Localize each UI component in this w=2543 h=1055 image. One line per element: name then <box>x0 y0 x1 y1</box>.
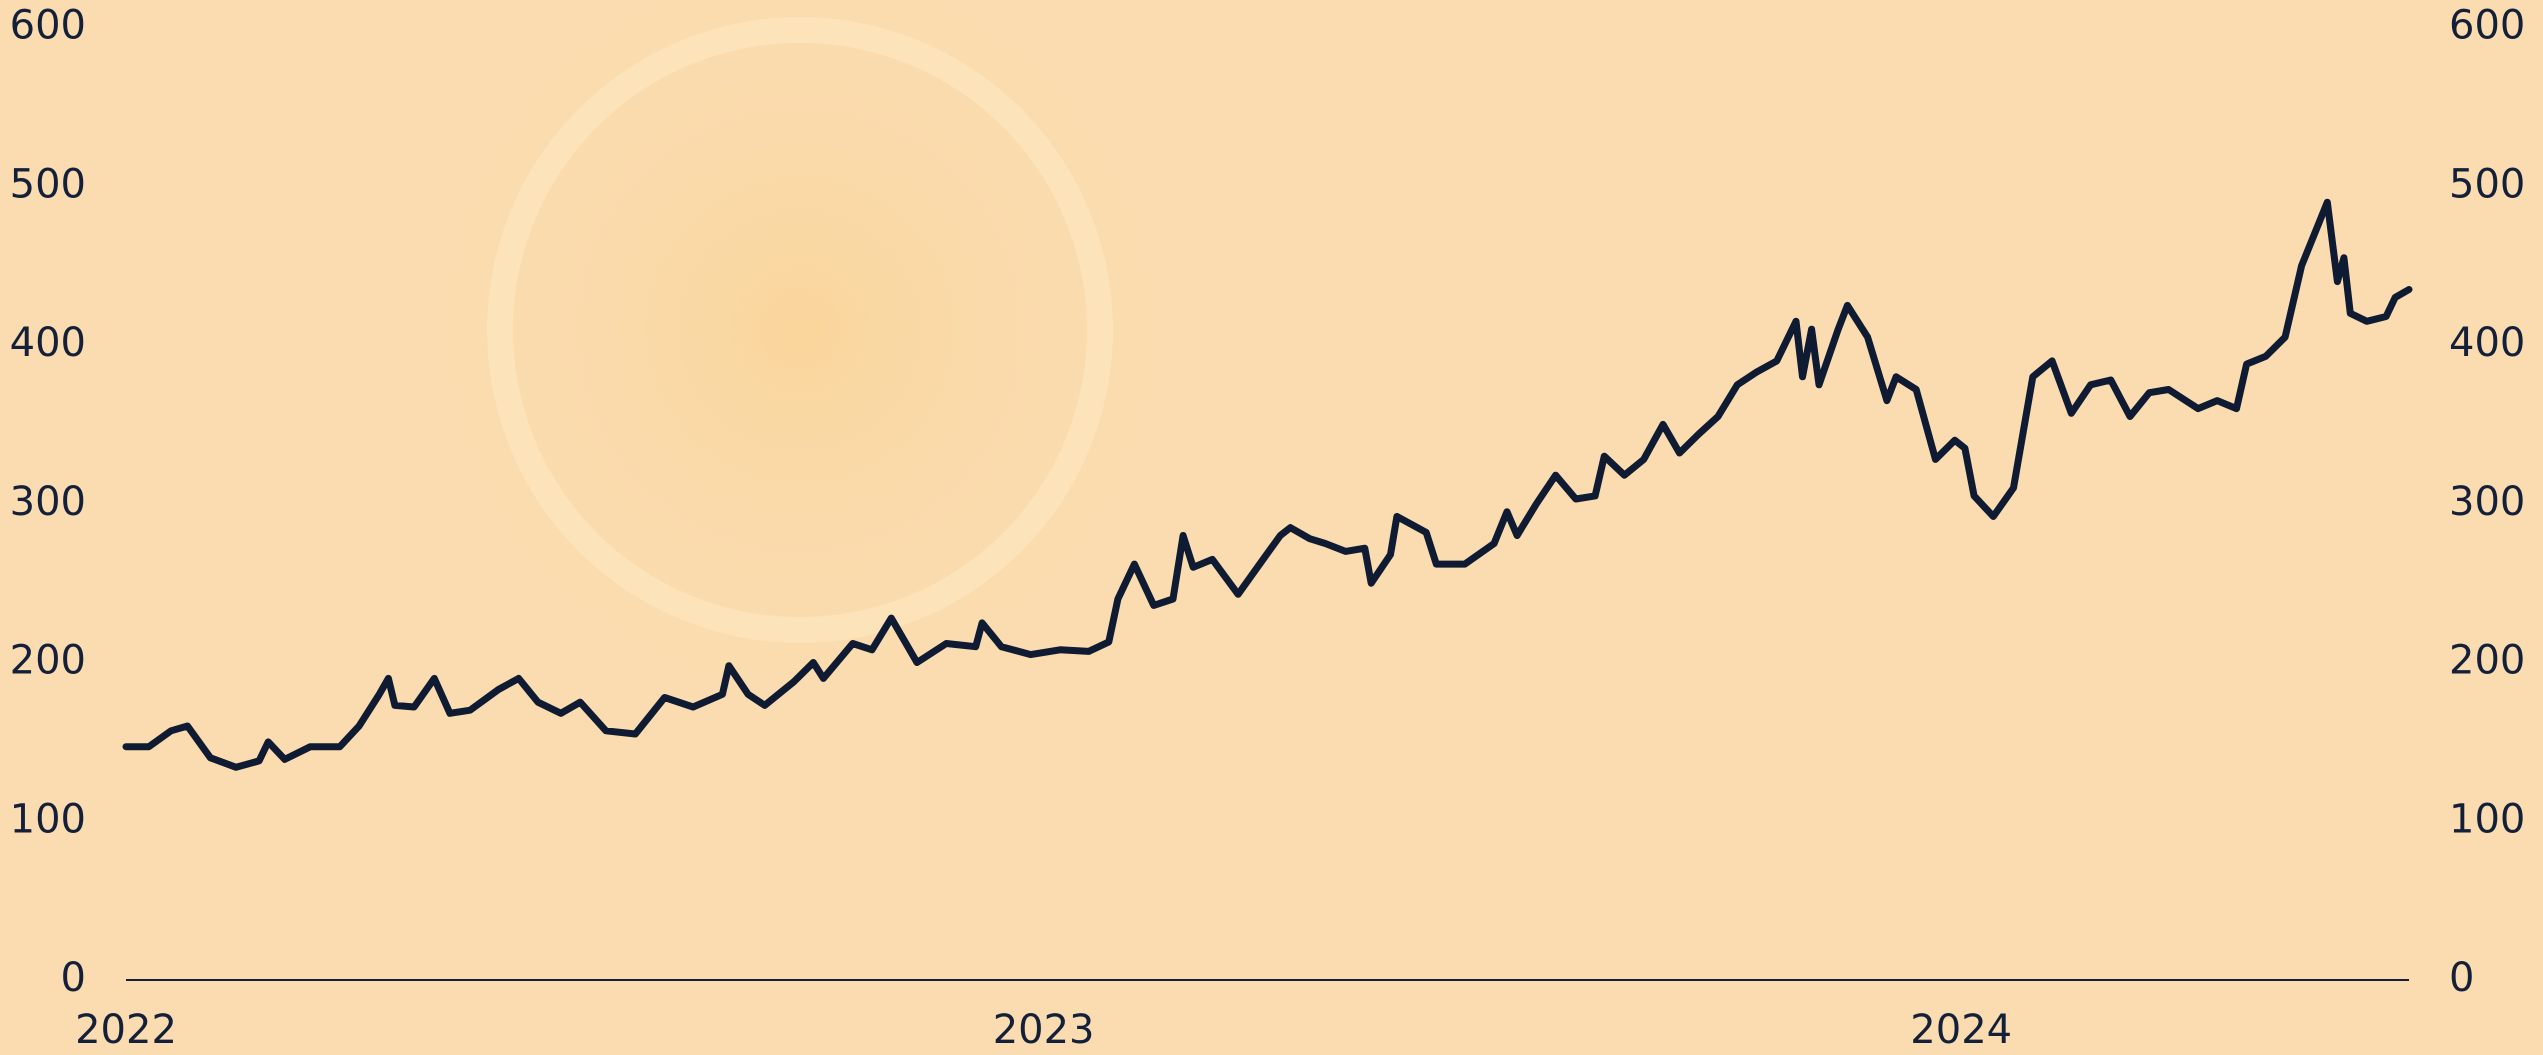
y-tick-label: 0 <box>61 955 86 1001</box>
line <box>122 198 2413 771</box>
y-tick-label: 500 <box>10 161 86 207</box>
y2-tick-label: 100 <box>2449 796 2525 842</box>
y-tick-label: 300 <box>10 479 86 525</box>
y2-tick-label: 500 <box>2449 161 2525 207</box>
y2-tick-label: 0 <box>2449 955 2474 1001</box>
y-tick-label: 600 <box>10 3 86 49</box>
decoration <box>380 0 1220 750</box>
x-tick-label: 2023 <box>993 1007 1095 1053</box>
decoration <box>487 17 1113 643</box>
y-tick-label: 400 <box>10 320 86 366</box>
y2-tick-label: 400 <box>2449 320 2525 366</box>
y2-tick-label: 300 <box>2449 479 2525 525</box>
y2-tick-label: 600 <box>2449 3 2525 49</box>
y-tick-label: 100 <box>10 796 86 842</box>
y-tick-label: 200 <box>10 638 86 684</box>
x-tick-label: 2022 <box>75 1007 177 1053</box>
y2-tick-label: 200 <box>2449 638 2525 684</box>
x-tick-label: 2024 <box>1910 1007 2012 1053</box>
